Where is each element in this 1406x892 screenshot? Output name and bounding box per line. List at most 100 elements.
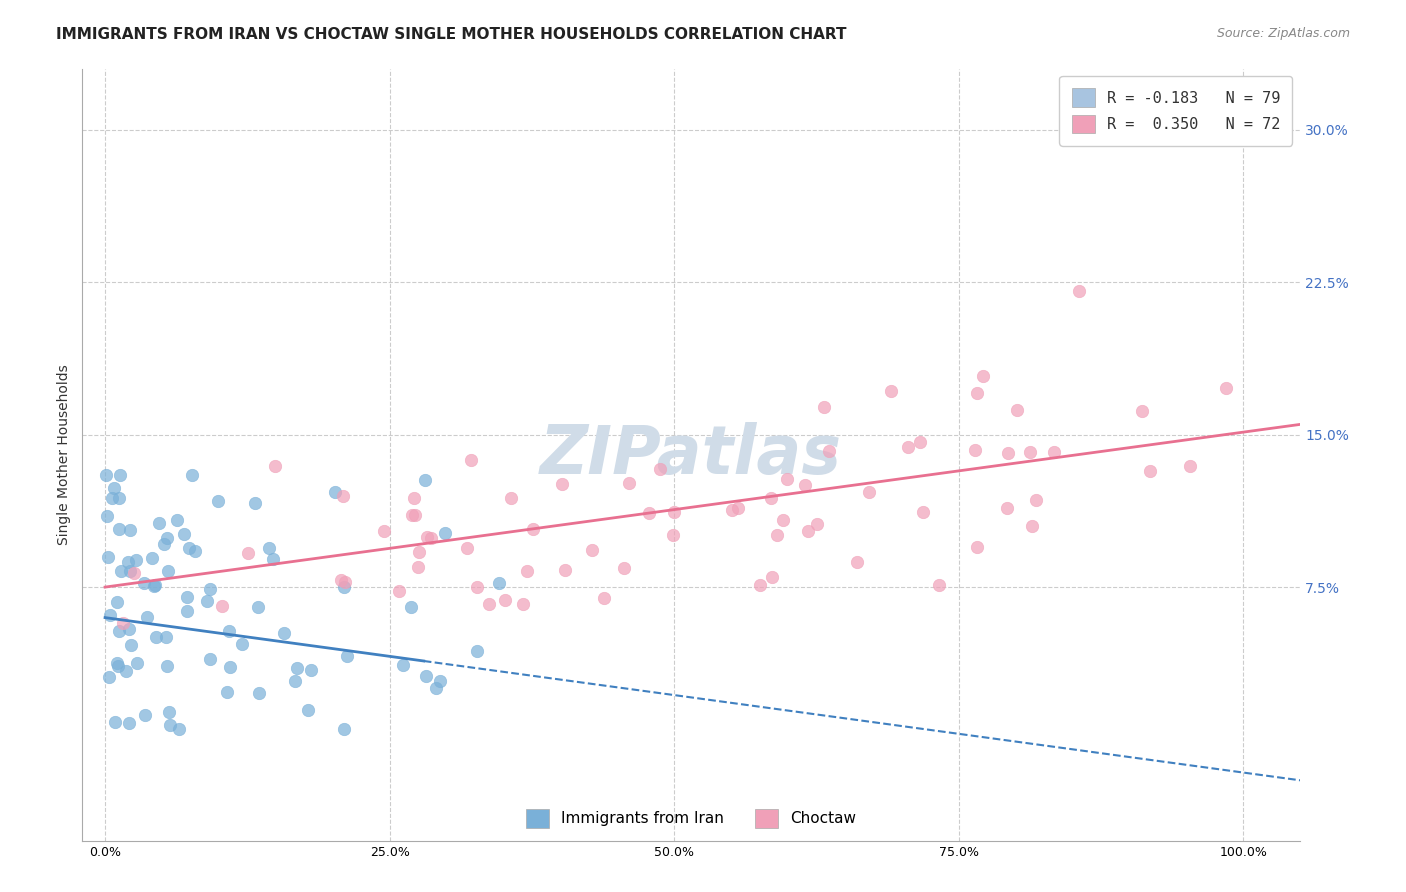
Text: ZIPatlas: ZIPatlas	[540, 422, 842, 488]
Point	[207, 494, 229, 508]
Point	[330, 574, 353, 588]
Point	[333, 580, 356, 594]
Text: IMMIGRANTS FROM IRAN VS CHOCTAW SINGLE MOTHER HOUSEHOLDS CORRELATION CHART: IMMIGRANTS FROM IRAN VS CHOCTAW SINGLE M…	[56, 27, 846, 42]
Point	[554, 563, 576, 577]
Point	[198, 582, 221, 597]
Point	[110, 468, 132, 483]
Point	[415, 530, 437, 544]
Point	[494, 593, 516, 607]
Point	[125, 553, 148, 567]
Point	[512, 597, 534, 611]
Point	[966, 386, 988, 401]
Point	[148, 516, 170, 531]
Point	[98, 607, 121, 622]
Point	[1215, 381, 1237, 395]
Point	[613, 561, 636, 575]
Point	[333, 575, 356, 590]
Point	[156, 564, 179, 578]
Point	[797, 524, 820, 538]
Point	[793, 477, 815, 491]
Point	[96, 468, 118, 483]
Legend: Immigrants from Iran, Choctaw: Immigrants from Iran, Choctaw	[520, 803, 862, 834]
Point	[399, 599, 422, 614]
Point	[910, 434, 932, 449]
Y-axis label: Single Mother Households: Single Mother Households	[58, 365, 72, 545]
Point	[257, 541, 280, 555]
Point	[166, 513, 188, 527]
Point	[103, 481, 125, 495]
Point	[108, 491, 131, 505]
Point	[135, 610, 157, 624]
Point	[159, 718, 181, 732]
Point	[145, 630, 167, 644]
Point	[231, 637, 253, 651]
Point	[218, 624, 240, 638]
Point	[928, 578, 950, 592]
Point	[1132, 404, 1154, 418]
Point	[156, 658, 179, 673]
Point	[522, 522, 544, 536]
Point	[1069, 285, 1091, 299]
Point	[406, 560, 429, 574]
Point	[181, 468, 204, 483]
Point	[433, 526, 456, 541]
Point	[299, 663, 322, 677]
Point	[419, 532, 441, 546]
Point	[157, 705, 180, 719]
Point	[648, 462, 671, 476]
Point	[408, 545, 430, 559]
Point	[118, 524, 141, 538]
Point	[1043, 445, 1066, 459]
Point	[323, 485, 346, 500]
Point	[776, 472, 799, 486]
Point	[184, 543, 207, 558]
Point	[215, 685, 238, 699]
Point	[122, 566, 145, 580]
Point	[460, 452, 482, 467]
Point	[195, 593, 218, 607]
Point	[198, 652, 221, 666]
Point	[963, 442, 986, 457]
Point	[727, 500, 749, 515]
Point	[101, 491, 124, 506]
Point	[120, 638, 142, 652]
Point	[117, 716, 139, 731]
Point	[897, 440, 920, 454]
Point	[415, 669, 437, 683]
Point	[297, 703, 319, 717]
Point	[105, 595, 128, 609]
Point	[332, 723, 354, 737]
Point	[662, 528, 685, 542]
Point	[211, 599, 233, 613]
Point	[806, 516, 828, 531]
Point	[97, 549, 120, 564]
Point	[127, 656, 149, 670]
Point	[107, 522, 129, 536]
Point	[662, 504, 685, 518]
Point	[173, 527, 195, 541]
Point	[156, 531, 179, 545]
Point	[243, 496, 266, 510]
Point	[143, 579, 166, 593]
Point	[966, 540, 988, 554]
Point	[117, 555, 139, 569]
Point	[759, 491, 782, 506]
Point	[112, 616, 135, 631]
Point	[402, 491, 425, 505]
Point	[247, 686, 270, 700]
Point	[592, 591, 614, 605]
Point	[772, 513, 794, 527]
Point	[143, 578, 166, 592]
Point	[118, 564, 141, 578]
Point	[1005, 402, 1028, 417]
Point	[388, 584, 411, 599]
Point	[336, 649, 359, 664]
Point	[1025, 493, 1047, 508]
Point	[488, 576, 510, 591]
Point	[465, 644, 488, 658]
Point	[972, 368, 994, 383]
Point	[246, 599, 269, 614]
Point	[401, 508, 423, 522]
Point	[236, 546, 259, 560]
Point	[638, 506, 661, 520]
